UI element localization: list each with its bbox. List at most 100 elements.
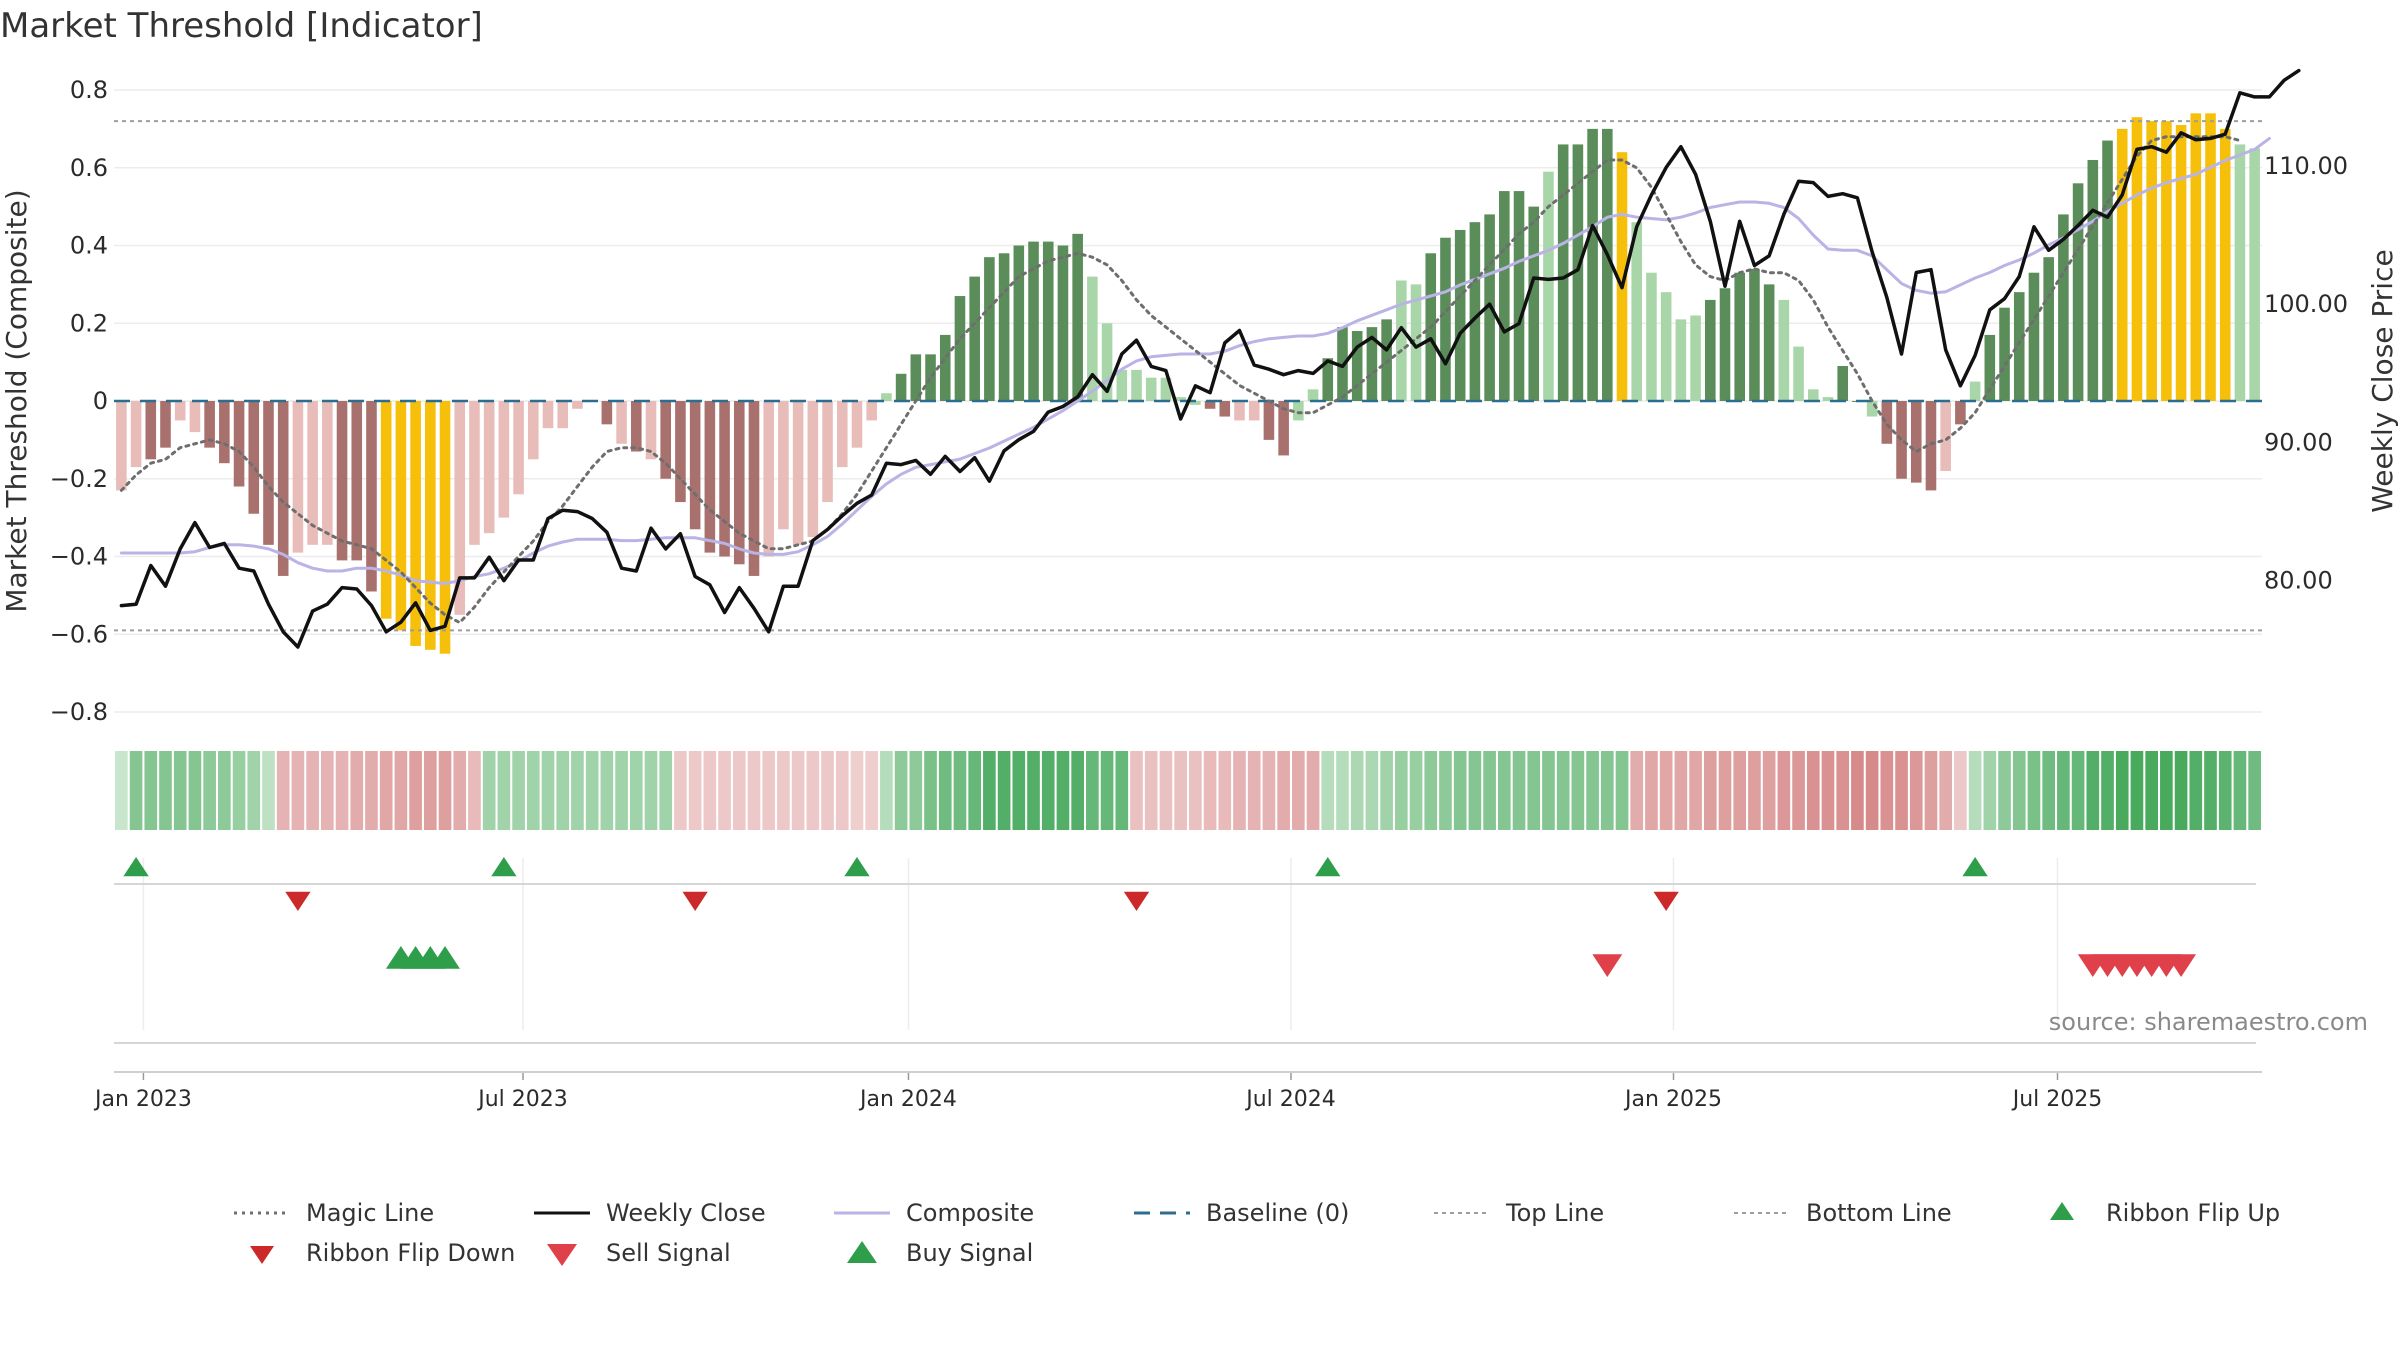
composite-bar — [498, 401, 510, 518]
composite-bar — [2013, 292, 2025, 401]
composite-bar — [380, 401, 392, 619]
ribbon-flip-up-marker — [1962, 857, 1988, 877]
ribbon-cell — [1203, 751, 1217, 830]
composite-bar — [366, 401, 377, 592]
ribbon-cell — [1336, 751, 1349, 830]
weekly-close-swatch-icon — [532, 1198, 592, 1228]
ribbon-cell — [1762, 751, 1776, 830]
composite-bar — [1042, 241, 1054, 401]
ribbon-cell — [1174, 751, 1187, 830]
composite-bar — [807, 401, 819, 538]
ribbon-cell — [218, 751, 231, 830]
ribbon-cell — [983, 751, 996, 830]
y-tick-label-left: 0.6 — [70, 154, 108, 182]
composite-bar — [704, 401, 716, 553]
ribbon-cell — [644, 751, 658, 830]
composite-bar — [1248, 401, 1260, 421]
ribbon-cell — [2160, 751, 2173, 830]
legend-item-ribbon-flip-down: Ribbon Flip Down — [232, 1236, 515, 1270]
ribbon-cell — [806, 751, 820, 830]
ribbon-cell — [585, 751, 599, 830]
signal-panels — [114, 857, 2262, 1073]
sell-signal-marker — [2166, 954, 2197, 977]
ribbon-cell — [571, 751, 584, 830]
composite-bar — [513, 401, 524, 495]
ribbon-cell — [835, 751, 849, 830]
y-tick-label-left: 0.4 — [70, 232, 108, 260]
top-line-swatch-icon — [1432, 1198, 1492, 1228]
composite-bar — [1307, 389, 1319, 401]
composite-bar — [689, 401, 701, 530]
composite-bar — [2175, 124, 2187, 402]
composite-bar — [1396, 280, 1407, 401]
y-tick-label-left: −0.8 — [50, 698, 108, 726]
ribbon-flip-up-marker — [491, 857, 517, 877]
composite-bar — [1675, 319, 1687, 401]
composite-bar — [1719, 288, 1731, 401]
composite-bar — [630, 401, 642, 452]
ribbon-cell — [1395, 751, 1408, 830]
composite-bar — [204, 401, 215, 448]
composite-bar — [1572, 144, 1584, 402]
ribbon-cell — [718, 751, 731, 830]
composite-bar — [1587, 128, 1598, 401]
ribbon-flip-up-marker — [844, 857, 870, 877]
composite-bar — [425, 401, 436, 650]
ribbon-cell — [1718, 751, 1732, 830]
x-tick-label: Jul 2024 — [1244, 1087, 1336, 1112]
composite-bar — [145, 401, 157, 460]
ribbon-cell — [1027, 751, 1040, 830]
ribbon-cell — [1983, 751, 1997, 830]
triangle-down-icon — [532, 1238, 592, 1268]
composite-bar — [351, 401, 363, 561]
ribbon-cell — [894, 751, 908, 830]
ribbon-cell — [2101, 751, 2114, 830]
composite-bar — [292, 401, 304, 553]
composite-bar — [2116, 128, 2128, 401]
composite-bar — [939, 334, 951, 401]
ribbon-cell — [1468, 751, 1482, 830]
legend-item-weekly-close: Weekly Close — [532, 1196, 766, 1230]
ribbon-cell — [688, 751, 702, 830]
ribbon-cell — [1159, 751, 1173, 830]
y-tick-label-left: 0 — [93, 387, 108, 415]
ribbon-cell — [938, 751, 952, 830]
y-axis-title-left: Market Threshold (Composite) — [0, 189, 33, 612]
ribbon-cell — [409, 751, 422, 830]
x-tick-label: Jan 2025 — [1623, 1087, 1722, 1112]
reference-lines — [114, 120, 2262, 632]
ribbon-cell — [1645, 751, 1658, 830]
ribbon-cell — [262, 751, 275, 830]
ribbon-cell — [2071, 751, 2085, 830]
composite-bar — [174, 401, 186, 421]
ribbon-cell — [1247, 751, 1261, 830]
ribbon-cell — [1071, 751, 1084, 830]
composite-bar — [2028, 272, 2040, 401]
x-tick-label: Jan 2024 — [858, 1087, 957, 1112]
composite-line — [119, 136, 2271, 585]
ribbon-cell — [2248, 751, 2261, 830]
baseline-swatch-icon — [1132, 1198, 1192, 1228]
composite-bar — [1204, 401, 1216, 409]
composite-bar — [277, 401, 289, 576]
composite-bar — [189, 401, 201, 433]
ribbon-cell — [556, 751, 570, 830]
ribbon-cell — [2218, 751, 2232, 830]
legend-item-baseline: Baseline (0) — [1132, 1196, 1349, 1230]
ribbon-cell — [2086, 751, 2100, 830]
ribbon-cell — [1277, 751, 1290, 830]
ribbon-cell — [2204, 751, 2217, 830]
ribbon-cell — [1527, 751, 1541, 830]
y-tick-label-right: 80.00 — [2264, 567, 2333, 595]
ribbon-cell — [2145, 751, 2158, 830]
composite-bar — [778, 401, 789, 530]
ribbon-cell — [1571, 751, 1585, 830]
composite-bar — [1837, 366, 1848, 401]
composite-bar — [1322, 358, 1334, 401]
ribbon-cell — [468, 751, 481, 830]
composite-bar — [248, 401, 260, 514]
composite-bar — [822, 401, 833, 503]
ribbon-cell — [115, 751, 128, 830]
composite-bar — [233, 401, 245, 487]
